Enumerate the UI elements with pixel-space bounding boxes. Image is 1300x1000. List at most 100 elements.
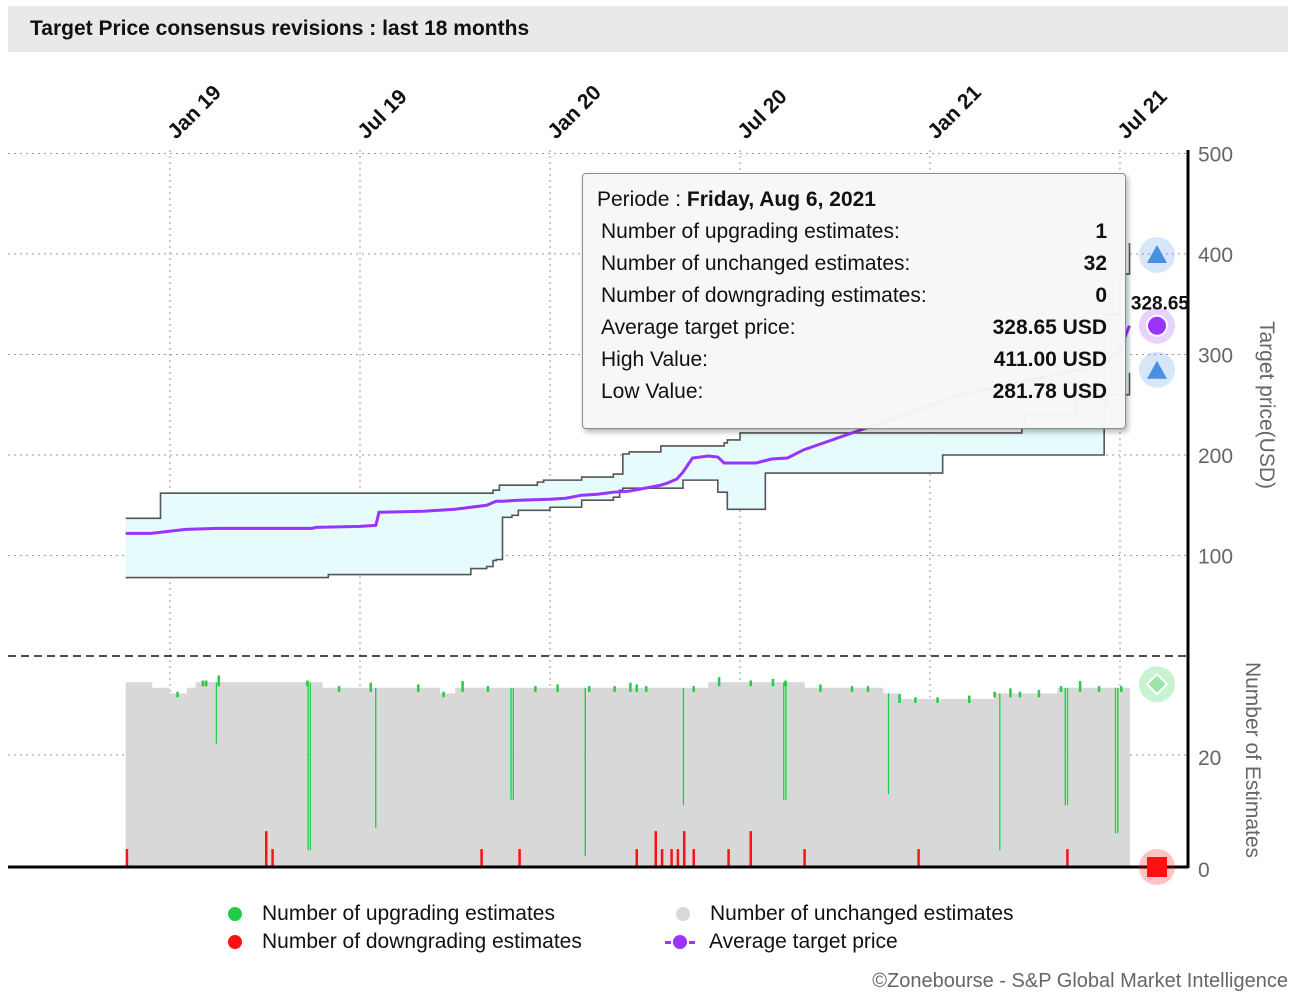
unchanged-bar [439, 693, 443, 867]
unchanged-bar [450, 693, 454, 867]
chart-canvas[interactable]: 100 200 300 400 500 0 20 Jan 19 Jul 19 Jan 20 Jul … [0, 0, 1300, 900]
unchanged-bar [352, 687, 356, 867]
low-value-marker-icon [1147, 360, 1167, 379]
unchanged-bar [498, 687, 502, 867]
unchanged-bar [496, 687, 500, 867]
unchanged-bar [717, 682, 720, 867]
unchanged-bar [234, 682, 238, 867]
unchanged-bar [642, 687, 646, 867]
upgrade-bar [201, 680, 205, 687]
unchanged-bar [645, 687, 648, 867]
chart-title-bar: Target Price consensus revisions : last … [8, 6, 1288, 52]
unchanged-bar [1092, 687, 1095, 867]
unchanged-bar [688, 687, 692, 867]
unchanged-bar [239, 682, 242, 867]
y-tick-label: 400 [1198, 244, 1233, 267]
unchanged-bar [631, 687, 635, 867]
upgrade-bar [866, 686, 870, 692]
unchanged-bar [453, 693, 456, 867]
downgrade-bar [654, 831, 657, 867]
unchanged-bar [252, 682, 255, 867]
unchanged-bar [182, 693, 185, 867]
unchanged-bar [998, 850, 1002, 867]
y-tick-label: 200 [1198, 445, 1233, 468]
unchanged-bar [1122, 687, 1126, 867]
unchanged-bar [221, 682, 225, 867]
unchanged-bar [1079, 687, 1082, 867]
unchanged-bar [810, 687, 814, 867]
unchanged-bar [258, 682, 262, 867]
unchanged-bar [538, 687, 541, 867]
unchanged-bar [634, 687, 637, 867]
unchanged-bar [686, 687, 690, 867]
unchanged-bar [830, 687, 834, 867]
unchanged-bar [841, 687, 845, 867]
unchanged-bar [1074, 687, 1078, 867]
unchanged-bar [263, 682, 266, 867]
upgrade-bar [442, 691, 445, 698]
unchanged-bar [250, 682, 253, 867]
unchanged-bar [280, 682, 284, 867]
upgrade-bar [850, 686, 854, 692]
unchanged-bar [1105, 687, 1109, 867]
downgrade-bar [1066, 849, 1069, 867]
unchanged-bar [985, 699, 989, 867]
unchanged-bar [219, 682, 223, 867]
unchanged-bar [662, 687, 666, 867]
unchanged-bar [418, 687, 421, 867]
unchanged-bar [520, 687, 524, 867]
legend-item-unchanged[interactable]: Number of unchanged estimates [676, 900, 1014, 928]
unchanged-bar [302, 682, 306, 867]
unchanged-bar [339, 687, 343, 867]
unchanged-bar [1064, 805, 1067, 867]
unchanged-bar [1077, 687, 1080, 867]
unchanged-bar [972, 699, 975, 867]
unchanged-bar [433, 687, 436, 867]
unchanged-bar [204, 682, 207, 867]
unchanged-bar [959, 699, 962, 867]
unchanged-bar [1040, 693, 1043, 867]
unchanged-bar [915, 699, 919, 867]
unchanged-bar [217, 682, 220, 867]
unchanged-bar [245, 682, 249, 867]
unchanged-bar [1120, 687, 1124, 867]
credit-text: ©Zonebourse - S&P Global Market Intellig… [872, 970, 1288, 992]
legend-item-average[interactable]: Average target price [665, 928, 898, 956]
unchanged-bar [623, 687, 626, 867]
unchanged-bar [136, 682, 140, 867]
unchanged-bar [1112, 687, 1115, 867]
unchanged-bar [1011, 693, 1015, 867]
legend-item-upgrading[interactable]: Number of upgrading estimates [228, 900, 555, 928]
unchanged-bar [948, 699, 951, 867]
unchanged-bar [479, 687, 482, 867]
unchanged-bar [690, 687, 694, 867]
legend-marker-average [665, 935, 695, 949]
unchanged-bar [952, 699, 956, 867]
unchanged-bar [730, 682, 733, 867]
unchanged-bar [514, 687, 517, 867]
unchanged-bar [304, 682, 308, 867]
upgrade-bar [309, 682, 312, 851]
unchanged-bar [920, 699, 923, 867]
unchanged-bar [287, 682, 290, 867]
unchanged-bar [472, 687, 476, 867]
downgrade-bar [727, 849, 730, 867]
unchanged-bar [699, 687, 703, 867]
unchanged-bar [1066, 805, 1069, 867]
unchanged-bar [590, 687, 594, 867]
unchanged-bar [1114, 833, 1117, 867]
unchanged-bar [765, 682, 768, 867]
bars-group [125, 675, 1130, 867]
unchanged-bar [880, 687, 884, 867]
legend-item-downgrading[interactable]: Number of downgrading estimates [228, 928, 582, 956]
unchanged-bar [957, 699, 960, 867]
legend-label-unchanged: Number of unchanged estimates [710, 902, 1014, 925]
downgrade-bar [271, 849, 274, 867]
unchanged-bar [660, 687, 663, 867]
unchanged-bar [607, 687, 611, 867]
unchanged-bar [911, 699, 914, 867]
unchanged-bar [882, 693, 886, 867]
unchanged-bar [965, 699, 969, 867]
unchanged-bar [494, 687, 498, 867]
unchanged-bar [861, 687, 864, 867]
